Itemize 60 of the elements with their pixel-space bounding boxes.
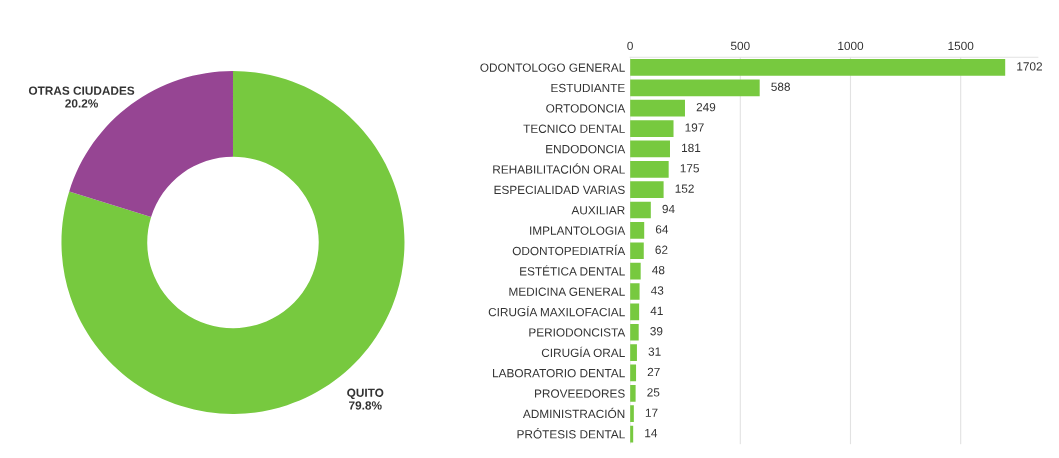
bar (630, 160, 669, 178)
y-tick-label: ORTODONCIA (546, 104, 626, 113)
data-label: 79.8% (349, 401, 382, 410)
data-label: 48 (652, 265, 665, 275)
y-tick-label: PROVEEDORES (535, 389, 625, 398)
bar (630, 262, 641, 280)
data-label: 1702 (1017, 62, 1042, 71)
y-tick-label: ENDODONCIA (546, 144, 626, 154)
bar (630, 201, 651, 219)
bar (630, 181, 664, 198)
bar (630, 120, 674, 137)
y-tick-label: ODONTOLOGO GENERAL (480, 63, 625, 72)
data-label: 17 (645, 408, 658, 417)
y-tick-label: TECNICO DENTAL (523, 124, 625, 133)
y-tick-label: MEDICINA GENERAL (509, 287, 625, 296)
data-label: 41 (650, 306, 663, 315)
data-label: 181 (682, 143, 701, 153)
y-tick-label: ADMINISTRACIÓN (522, 407, 625, 419)
bar (630, 283, 640, 300)
data-label: 39 (650, 327, 663, 336)
data-label: 43 (650, 286, 664, 295)
y-tick-label: IMPLANTOLOGIA (530, 226, 626, 235)
data-label: 31 (648, 347, 661, 356)
y-tick-label: REHABILITACIÓN ORAL (493, 163, 625, 174)
bar (630, 99, 685, 117)
data-label: 20.2% (65, 99, 98, 108)
data-label: 25 (647, 388, 660, 397)
y-tick-label: ODONTOPEDIATRÍA (512, 244, 626, 256)
x-tick-label: 0 (627, 41, 633, 51)
data-label: 94 (662, 204, 675, 214)
data-label: 27 (647, 367, 660, 377)
y-tick-label: ESTUDIANTE (551, 83, 625, 93)
y-tick-label: PRÓTESIS DENTAL (517, 428, 625, 439)
y-tick-label: ESTÉTICA DENTAL (520, 265, 625, 276)
bar (630, 384, 636, 402)
bar (630, 222, 645, 239)
data-label: 588 (771, 82, 790, 91)
bar (630, 79, 760, 97)
data-label: 14 (645, 429, 658, 438)
y-tick-label: CIRUGÍA MAXILOFACIAL (488, 305, 625, 317)
data-label: 152 (675, 184, 694, 193)
x-tick-label: 1000 (838, 41, 864, 51)
x-tick-label: 500 (730, 41, 750, 51)
bar (630, 242, 644, 260)
slice-label: QUITO (347, 388, 384, 400)
y-tick-label: ESPECIALIDAD VARIAS (494, 185, 625, 195)
bar (630, 59, 1006, 76)
y-tick-label: LABORATORIO DENTAL (493, 369, 625, 378)
data-label: 249 (696, 102, 716, 112)
x-tick-label: 1500 (948, 41, 974, 51)
y-tick-label: AUXILIAR (571, 206, 625, 215)
bar (630, 323, 639, 341)
y-tick-label: PERIODONCISTA (529, 328, 626, 337)
data-label: 64 (655, 225, 669, 234)
y-tick-label: CIRUGÍA ORAL (541, 346, 625, 357)
data-label: 197 (685, 123, 704, 132)
data-label: 62 (655, 245, 668, 254)
data-label: 175 (680, 164, 699, 173)
slice-label: OTRAS CIUDADES (28, 86, 135, 95)
bar (630, 140, 670, 158)
